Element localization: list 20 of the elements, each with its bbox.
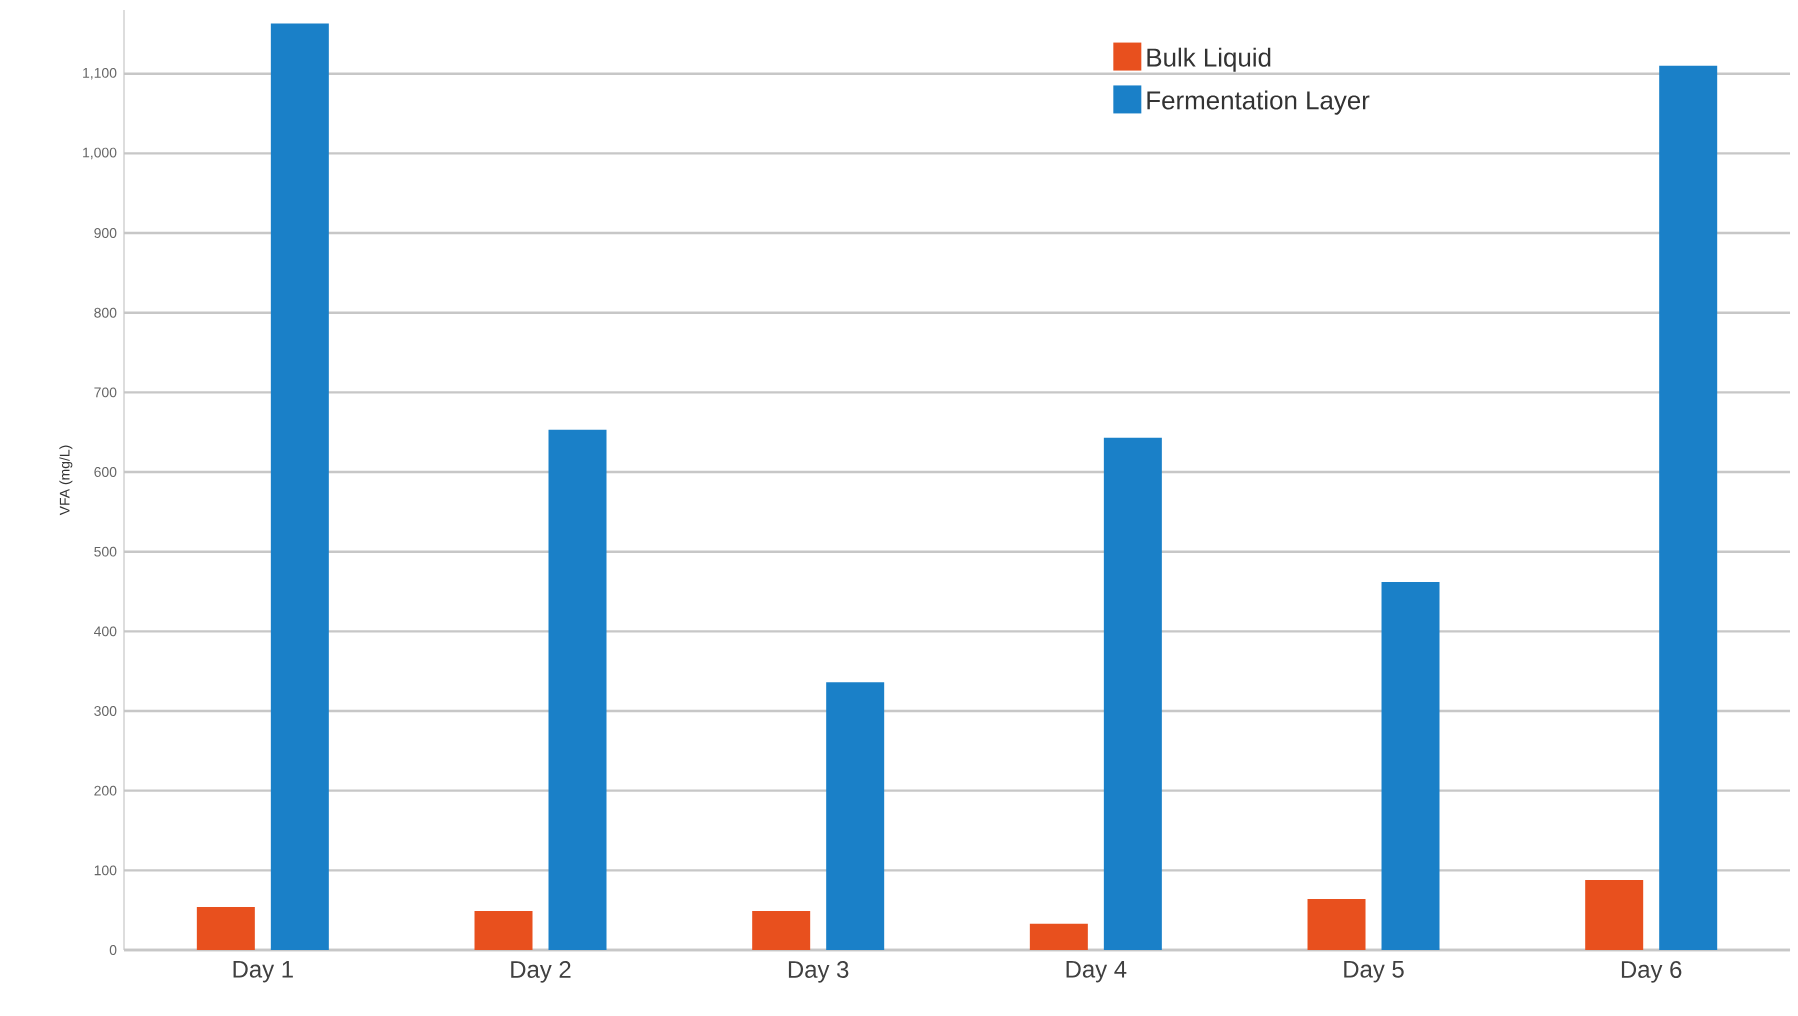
bar bbox=[1381, 581, 1440, 950]
bar bbox=[826, 682, 885, 950]
legend-label: Fermentation Layer bbox=[1147, 90, 1370, 115]
x-tick-label: Day 6 bbox=[1621, 961, 1682, 983]
x-tick-label: Day 1 bbox=[233, 961, 293, 983]
bar bbox=[1585, 879, 1644, 950]
bar bbox=[474, 910, 533, 950]
x-tick-label: Day 4 bbox=[1066, 961, 1127, 983]
bar bbox=[1103, 437, 1162, 950]
x-tick-label: Day 5 bbox=[1344, 961, 1404, 983]
bar bbox=[270, 23, 329, 950]
bar bbox=[548, 429, 607, 950]
bar bbox=[1307, 899, 1366, 950]
bar bbox=[752, 910, 811, 950]
x-tick-label: Day 2 bbox=[511, 961, 571, 983]
bar bbox=[1659, 65, 1718, 950]
bar bbox=[196, 906, 255, 950]
bar bbox=[1029, 923, 1088, 950]
x-tick-label: Day 3 bbox=[788, 961, 849, 983]
legend-label: Bulk Liquid bbox=[1147, 47, 1271, 72]
